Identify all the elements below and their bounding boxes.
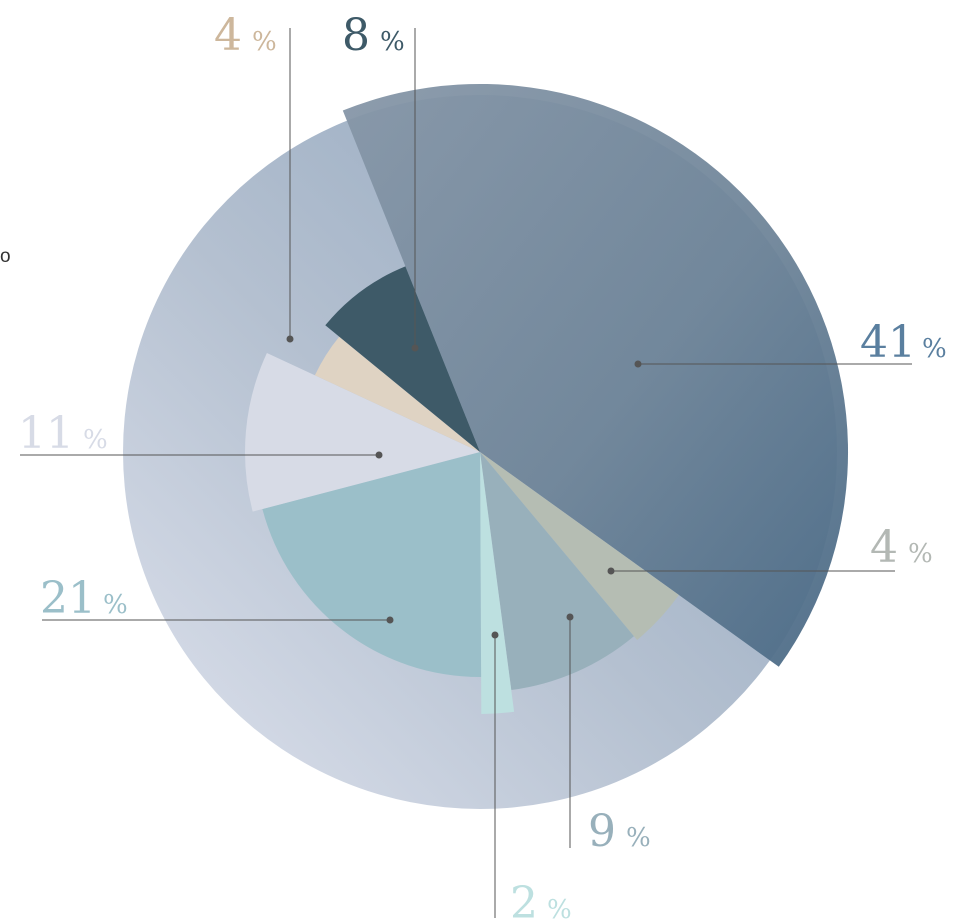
- slice-label-value-1: 4: [870, 522, 898, 573]
- leader-dot-0: [634, 360, 642, 368]
- pie-slice-41-0: [342, 83, 849, 667]
- leader-dot-6: [286, 335, 294, 343]
- slice-label-percent-1: %: [908, 539, 933, 569]
- slice-label-percent-5: %: [83, 425, 108, 455]
- pie-slice-8-7: [325, 266, 480, 452]
- labels: 41 %4 %9 %2 %21 %11 %4% 8%: [18, 10, 947, 921]
- leader-dot-4: [386, 616, 394, 624]
- slice-label-percent-6: %: [252, 27, 277, 57]
- slice-label-value-6: 4: [214, 10, 242, 61]
- slice-label-percent-2: %: [626, 823, 651, 853]
- pie-slice-4-6: [314, 336, 480, 452]
- slice-label-value-0: 41: [860, 317, 916, 368]
- leader-dot-7: [411, 344, 419, 352]
- leader-dot-5: [375, 451, 383, 459]
- leader-dot-3: [491, 631, 499, 639]
- pie-slice-9-2: [480, 452, 634, 690]
- slice-label-value-7: 8: [342, 10, 370, 61]
- pie-slice-21-4: [262, 452, 482, 678]
- slice-label-value-2: 9: [588, 806, 616, 857]
- pie-slice-2-3: [480, 452, 515, 714]
- slice-label-value-3: 2: [510, 878, 538, 921]
- slice-label-percent-7: %: [380, 27, 405, 57]
- slice-label-percent-4: %: [103, 590, 128, 620]
- slice-label-percent-0: %: [922, 334, 947, 364]
- slices: [245, 83, 849, 714]
- stray-text: o: [0, 246, 11, 267]
- slice-label-value-4: 21: [40, 573, 96, 624]
- leader-dot-1: [607, 567, 615, 575]
- pie-slice-11-5: [245, 353, 480, 512]
- slice-label-percent-3: %: [547, 895, 572, 921]
- pie-slice-4-1: [480, 452, 679, 640]
- slice-label-value-5: 11: [18, 408, 74, 459]
- leader-dot-2: [566, 613, 574, 621]
